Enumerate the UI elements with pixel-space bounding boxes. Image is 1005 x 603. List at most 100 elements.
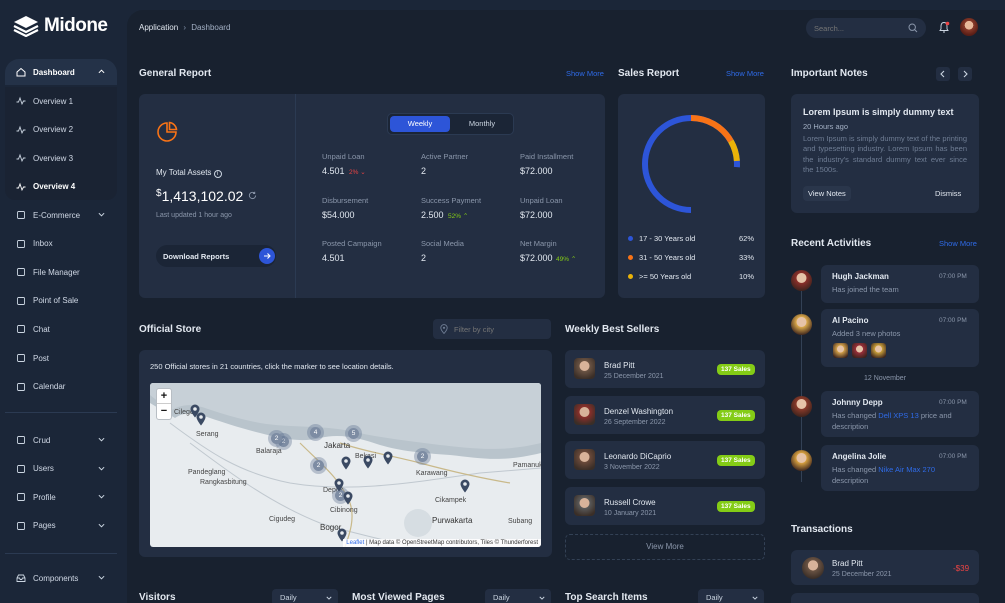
activity-link[interactable]: Dell XPS 13 xyxy=(878,411,919,420)
breadcrumb-parent[interactable]: Application xyxy=(139,23,179,32)
leaflet-link[interactable]: Leaflet xyxy=(346,540,365,546)
stat-label: Disbursement xyxy=(322,196,369,205)
visitors-period-select[interactable]: Daily xyxy=(272,589,338,603)
sidebar-item-chat[interactable]: Chat xyxy=(5,316,117,342)
sidebar-item-label: Chat xyxy=(33,324,50,334)
bell-icon[interactable] xyxy=(938,21,950,34)
sidebar-item-file-manager[interactable]: File Manager xyxy=(5,259,117,285)
chevron-down-icon xyxy=(98,437,105,442)
refresh-icon[interactable] xyxy=(248,191,257,200)
activity-photo[interactable] xyxy=(871,343,886,358)
brand-logo[interactable]: Midone xyxy=(13,15,108,37)
map-marker-icon[interactable] xyxy=(383,451,393,465)
sidebar-item-label: Overview 3 xyxy=(33,153,74,163)
download-reports-label: Download Reports xyxy=(163,252,230,261)
city-filter-input[interactable] xyxy=(454,323,544,335)
map-marker-icon[interactable] xyxy=(190,404,200,418)
credit-card-icon xyxy=(17,296,25,305)
map-cluster[interactable]: 5 xyxy=(345,425,362,442)
home-icon xyxy=(16,67,26,77)
download-reports-button[interactable]: Download Reports xyxy=(156,245,276,267)
map-cluster[interactable]: 2 xyxy=(332,487,349,504)
activity-item[interactable] xyxy=(821,391,979,437)
sidebar-item-pages[interactable]: Pages xyxy=(5,513,117,539)
sidebar-item-overview-4[interactable]: Overview 4 xyxy=(5,174,117,200)
general-report-divider xyxy=(295,94,296,298)
sidebar-item-label: Crud xyxy=(33,435,51,445)
map-marker-icon[interactable] xyxy=(460,479,470,493)
activity-item[interactable] xyxy=(821,309,979,367)
notes-next-button[interactable] xyxy=(958,67,972,81)
avatar xyxy=(802,557,824,579)
sidebar-item-overview-3[interactable]: Overview 3 xyxy=(5,145,117,171)
sidebar-item-label: Users xyxy=(33,464,54,474)
zoom-in-button[interactable]: + xyxy=(157,389,171,404)
transaction-amount: -$39 xyxy=(953,564,970,573)
transaction-row[interactable] xyxy=(791,593,979,603)
sidebar-item-overview-2[interactable]: Overview 2 xyxy=(5,117,117,143)
info-icon[interactable]: i xyxy=(213,170,222,178)
recent-activities-title: Recent Activities xyxy=(791,238,872,249)
top-search-period-select[interactable]: Daily xyxy=(698,589,764,603)
sidebar-item-post[interactable]: Post xyxy=(5,345,117,371)
sidebar-item-label: Overview 2 xyxy=(33,125,74,135)
tab-monthly[interactable]: Monthly xyxy=(468,119,496,128)
activity-photo[interactable] xyxy=(852,343,867,358)
sidebar-item-dashboard[interactable]: Dashboard xyxy=(5,59,117,85)
sidebar-item-label: Dashboard xyxy=(33,67,75,77)
map-marker-icon[interactable] xyxy=(196,412,206,426)
activity-item[interactable] xyxy=(821,445,979,491)
map-cluster[interactable]: 2 xyxy=(414,448,431,465)
sidebar-item-calendar[interactable]: Calendar xyxy=(5,374,117,400)
store-map[interactable]: CilegonSerangBalarajaJakartaBekasiKarawa… xyxy=(150,383,541,547)
map-cluster[interactable]: 2 xyxy=(268,430,285,447)
map-place-label: Rangkasbitung xyxy=(200,479,247,486)
seller-date: 10 January 2021 xyxy=(604,509,657,517)
activity-item[interactable] xyxy=(821,265,979,303)
sidebar-item-profile[interactable]: Profile xyxy=(5,484,117,510)
general-report-show-more[interactable]: Show More xyxy=(566,69,604,78)
sidebar-item-crud[interactable]: Crud xyxy=(5,427,117,453)
note-time: 20 Hours ago xyxy=(803,122,849,131)
map-attribution: Leaflet | Map data © OpenStreetMap contr… xyxy=(343,539,541,547)
sidebar-item-point-of-sale[interactable]: Point of Sale xyxy=(5,288,117,314)
sidebar-item-users[interactable]: Users xyxy=(5,456,117,482)
seller-name: Denzel Washington xyxy=(604,406,674,416)
map-cluster[interactable]: 4 xyxy=(307,424,324,441)
tab-weekly[interactable]: Weekly xyxy=(390,116,450,132)
map-cluster[interactable]: 2 xyxy=(310,457,327,474)
view-more-sellers-button[interactable]: View More xyxy=(565,534,765,560)
activity-photo[interactable] xyxy=(833,343,848,358)
calendar-icon xyxy=(17,382,25,391)
sidebar-item-label: Inbox xyxy=(33,239,53,249)
sales-report-show-more[interactable]: Show More xyxy=(726,69,764,78)
map-marker-icon[interactable] xyxy=(341,456,351,470)
map-marker-icon[interactable] xyxy=(343,491,353,505)
sidebar-item-overview-1[interactable]: Overview 1 xyxy=(5,88,117,114)
most-viewed-period-select[interactable]: Daily xyxy=(485,589,551,603)
sidebar-item-label: Overview 1 xyxy=(33,96,74,106)
dismiss-button[interactable]: Dismiss xyxy=(935,189,962,198)
zoom-out-button[interactable]: − xyxy=(160,405,168,417)
top-search-items-title: Top Search Items xyxy=(565,592,648,603)
notes-prev-button[interactable] xyxy=(936,67,950,81)
zoom-control: + − xyxy=(156,388,172,420)
transaction-date: 25 December 2021 xyxy=(832,571,892,578)
total-assets-value: $1,413,102.02 xyxy=(156,188,244,204)
map-marker-icon[interactable] xyxy=(363,455,373,469)
avatar xyxy=(791,396,812,417)
search-box[interactable] xyxy=(806,18,926,38)
sidebar-item-inbox[interactable]: Inbox xyxy=(5,231,117,257)
activity-link[interactable]: Nike Air Max 270 xyxy=(878,465,935,474)
sales-donut-chart xyxy=(642,115,740,213)
map-marker-icon[interactable] xyxy=(334,478,344,492)
view-notes-button[interactable]: View Notes xyxy=(803,186,851,201)
search-input[interactable] xyxy=(814,22,904,34)
sidebar-item-components[interactable]: Components xyxy=(5,565,117,591)
weekly-best-sellers-title: Weekly Best Sellers xyxy=(565,324,660,335)
map-marker-icon[interactable] xyxy=(337,528,347,542)
sidebar-item-e-commerce[interactable]: E-Commerce xyxy=(5,202,117,228)
activities-show-more[interactable]: Show More xyxy=(939,239,977,248)
city-filter[interactable] xyxy=(433,319,551,339)
user-avatar[interactable] xyxy=(960,18,978,36)
